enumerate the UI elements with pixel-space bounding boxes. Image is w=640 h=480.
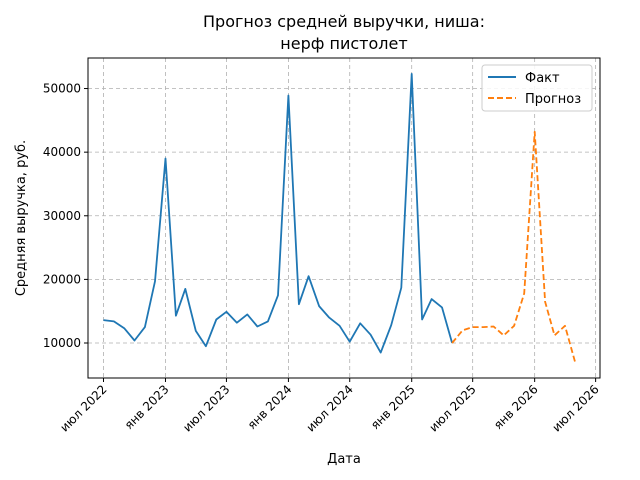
- series-line-forecast: [452, 132, 575, 362]
- y-tick-label: 30000: [43, 209, 81, 223]
- x-tick-label: янв 2026: [491, 382, 541, 432]
- legend: Факт Прогноз: [482, 65, 592, 111]
- series-line-fact: [104, 74, 453, 353]
- x-tick-label: июл 2024: [304, 382, 356, 434]
- x-tick-label: июл 2026: [549, 382, 601, 434]
- x-axis: июл 2022 янв 2023 июл 2023 янв 2024 июл 2024…: [57, 378, 601, 435]
- y-axis-label: Средняя выручка, руб.: [14, 140, 29, 296]
- series-lines: [103, 74, 575, 362]
- y-tick-label: 50000: [43, 82, 81, 96]
- x-tick-label: янв 2024: [245, 382, 295, 432]
- x-tick-label: июл 2023: [180, 382, 232, 434]
- x-tick-label: янв 2025: [368, 382, 418, 432]
- x-tick-label: янв 2023: [122, 382, 172, 432]
- x-tick-label: июл 2022: [57, 382, 109, 434]
- x-tick-label: июл 2025: [427, 382, 479, 434]
- legend-label-forecast: Прогноз: [525, 92, 581, 107]
- y-tick-label: 40000: [43, 145, 81, 159]
- y-tick-label: 10000: [43, 336, 81, 350]
- y-tick-label: 20000: [43, 272, 81, 286]
- x-axis-label: Дата: [327, 452, 361, 467]
- y-axis: 10000 20000 30000 40000 50000: [43, 82, 88, 350]
- legend-label-fact: Факт: [525, 71, 560, 86]
